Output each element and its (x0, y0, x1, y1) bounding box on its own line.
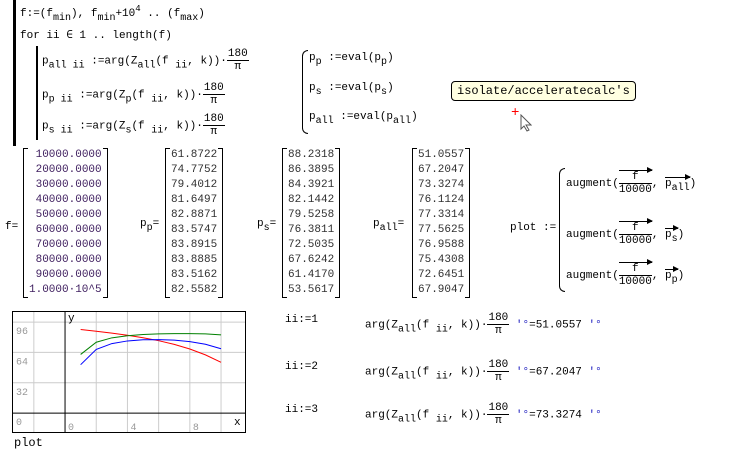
series-line (80, 339, 222, 366)
y-axis-label: y (68, 313, 75, 325)
ii-assign[interactable]: ii:=3 (285, 404, 319, 416)
crosshair-icon: + (511, 105, 520, 121)
matrix-cell: 50000.0000 (35, 209, 102, 221)
matrix-cell: 76.1124 (418, 194, 465, 206)
matrix-cell: 90000.0000 (35, 269, 102, 281)
x-tick-label: 4 (130, 423, 136, 433)
ii-assign[interactable]: ii:=1 (285, 314, 319, 326)
matrix-cell: 84.3921 (288, 179, 335, 191)
eval-p-s[interactable]: ps :=eval(ps) (309, 82, 394, 98)
plot-frame (12, 311, 246, 433)
augment-p-p[interactable]: augment(f 10000, pp) (566, 259, 685, 288)
y-tick-label: 32 (16, 388, 28, 399)
eval-p-p[interactable]: pp :=eval(pp) (309, 52, 394, 68)
matrix-cell: 77.3314 (418, 209, 465, 221)
matrix-cell: 83.8885 (171, 254, 218, 266)
matrix-cell: 83.8915 (171, 239, 218, 251)
matrix-cell: 51.0557 (418, 149, 465, 161)
p-all-matrix[interactable]: 51.0557 67.2047 73.3274 76.1124 77.3314 77.56… (412, 148, 471, 298)
matrix-cell: 74.7752 (171, 164, 218, 176)
for-loop-line[interactable]: for ii ∈ 1 .. length(f) (20, 30, 172, 42)
f-definition[interactable]: f:=(fmin), fmin+104 .. (fmax) (20, 4, 205, 24)
matrix-cell: 67.6242 (288, 254, 335, 266)
eval-brace (302, 50, 308, 134)
f-matrix[interactable]: 10000.0000 20000.0000 30000.0000 40000.0000… (23, 148, 108, 298)
p-p-assign[interactable]: pp ii :=arg(Zp(f ii, k))· 180 π (42, 82, 225, 107)
matrix-cell: 76.9588 (418, 239, 465, 251)
x-tick-label: 0 (68, 423, 74, 433)
matrix-cell: 72.5035 (288, 239, 335, 251)
matrix-cell: 73.3274 (418, 179, 465, 191)
augment-p-all[interactable]: augment(f 10000, pall) (566, 167, 697, 196)
matrix-cell: 83.5162 (171, 269, 218, 281)
x-tick-label: 8 (193, 423, 199, 433)
p-s-assign[interactable]: ps ii :=arg(Zs(f ii, k))· 180 π (42, 113, 225, 138)
matrix-cell: 86.3895 (288, 164, 335, 176)
p-p-label: pp= (140, 218, 160, 234)
matrix-cell: 67.9047 (418, 284, 465, 296)
matrix-cell: 30000.0000 (35, 179, 102, 191)
matrix-cell: 75.4308 (418, 254, 465, 266)
mouse-cursor-icon (520, 114, 532, 132)
matrix-cell: 79.5258 (288, 209, 335, 221)
matrix-cell: 10000.0000 (35, 149, 102, 161)
unit-placeholder: '° (515, 366, 530, 379)
check-expression[interactable]: arg(Zall(f ii, k))· 180 π '°=51.0557 '° (365, 312, 602, 337)
program-bar (13, 0, 16, 146)
check-expression[interactable]: arg(Zall(f ii, k))· 180 π '°=73.3274 '° (365, 402, 602, 427)
unit-placeholder: '° (588, 366, 602, 379)
matrix-cell: 77.5625 (418, 224, 465, 236)
y-tick-label: 64 (16, 357, 28, 368)
p-s-matrix[interactable]: 88.2318 86.3895 84.3921 82.1442 79.5258 76.38… (282, 148, 341, 298)
p-p-matrix[interactable]: 61.8722 74.7752 79.4012 81.6497 82.8871 83.57… (165, 148, 224, 298)
matrix-cell: 82.5582 (171, 284, 218, 296)
tooltip: isolate/acceleratecalc's (451, 81, 636, 101)
unit-placeholder: '° (588, 409, 602, 422)
matrix-cell: 81.6497 (171, 194, 218, 206)
series-line (80, 333, 222, 355)
matrix-cell: 53.5617 (288, 284, 335, 296)
matrix-cell: 72.6451 (418, 269, 465, 281)
matrix-cell: 76.3811 (288, 224, 335, 236)
matrix-cell: 60000.0000 (35, 224, 102, 236)
p-all-assign[interactable]: pall ii :=arg(Zall(f ii, k))· 180 π (42, 48, 249, 73)
matrix-cell: 79.4012 (171, 179, 218, 191)
y-tick-label: 0 (16, 418, 22, 429)
unit-placeholder: '° (588, 319, 602, 332)
matrix-cell: 20000.0000 (35, 164, 102, 176)
matrix-cell: 61.8722 (171, 149, 218, 161)
matrix-cell: 67.2047 (418, 164, 465, 176)
loop-bar (36, 46, 38, 140)
augment-p-s[interactable]: augment(f 10000, ps) (566, 218, 685, 247)
matrix-cell: 61.4170 (288, 269, 335, 281)
x-axis-label: x (234, 417, 241, 429)
eval-p-all[interactable]: pall :=eval(pall) (309, 111, 418, 127)
matrix-cell: 70000.0000 (35, 239, 102, 251)
check-result: 51.0557 (535, 319, 582, 332)
p-all-label: pall= (373, 218, 405, 234)
matrix-cell: 40000.0000 (35, 194, 102, 206)
unit-placeholder: '° (515, 409, 530, 422)
plot-caption: plot (14, 436, 43, 450)
matrix-cell: 80000.0000 (35, 254, 102, 266)
matrix-cell: 83.5747 (171, 224, 218, 236)
ii-assign[interactable]: ii:=2 (285, 361, 319, 373)
p-s-label: ps= (257, 218, 277, 234)
f-label: f= (5, 221, 19, 233)
y-tick-label: 96 (16, 327, 28, 338)
matrix-cell: 1.0000·10^5 (29, 284, 102, 296)
check-expression[interactable]: arg(Zall(f ii, k))· 180 π '°=67.2047 '° (365, 359, 602, 384)
unit-placeholder: '° (515, 319, 530, 332)
matrix-cell: 82.8871 (171, 209, 218, 221)
matrix-cell: 82.1442 (288, 194, 335, 206)
xy-plot[interactable]: 0 32 64 96 0 4 8 y x (12, 311, 246, 433)
check-result: 67.2047 (535, 366, 582, 379)
matrix-cell: 88.2318 (288, 149, 335, 161)
plot-brace (559, 168, 565, 292)
check-result: 73.3274 (535, 409, 582, 422)
plot-def-label: plot := (510, 222, 557, 234)
